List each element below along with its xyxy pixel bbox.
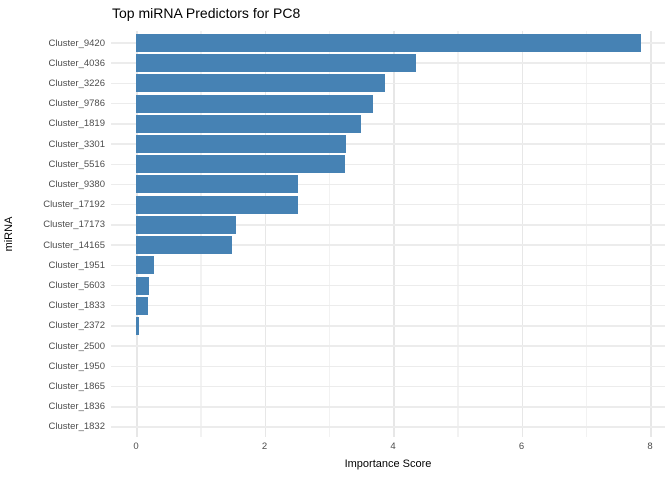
y-tick-label: Cluster_9420: [48, 37, 105, 49]
bar-Cluster_5603: [136, 276, 149, 295]
bar-Cluster_9380: [136, 175, 298, 194]
gridline-minor: [200, 31, 202, 437]
gridline-row: [111, 143, 665, 145]
gridline-minor: [328, 31, 331, 437]
gridline-row: [111, 406, 665, 408]
y-tick-label: Cluster_9786: [48, 98, 105, 110]
x-tick-label: 0: [133, 441, 139, 452]
bar-Cluster_3301: [136, 135, 347, 154]
bar-Cluster_14165: [136, 236, 232, 255]
gridline-row: [111, 82, 665, 85]
y-tick-label: Cluster_5603: [48, 280, 105, 292]
y-tick-label: Cluster_1819: [48, 118, 105, 130]
bar-Cluster_17173: [136, 215, 237, 234]
y-tick-label: Cluster_2500: [48, 340, 105, 352]
x-axis-title: Importance Score: [344, 458, 432, 470]
chart-title: Top miRNA Predictors for PC8: [112, 5, 301, 21]
gridline-row: [111, 244, 665, 246]
y-tick-label: Cluster_1951: [48, 259, 105, 271]
x-tick-label: 4: [390, 441, 396, 452]
gridline-row: [111, 304, 665, 307]
gridline-row: [111, 325, 665, 327]
y-tick-label: Cluster_1832: [48, 421, 105, 433]
x-tick-label: 6: [518, 441, 525, 452]
gridline-row: [111, 183, 665, 186]
y-tick-label: Cluster_17192: [43, 199, 105, 211]
gridline-row: [111, 426, 665, 428]
bar-Cluster_9420: [136, 34, 641, 52]
y-tick-label: Cluster_9380: [48, 178, 105, 190]
y-tick-label: Cluster_5516: [48, 158, 105, 170]
y-tick-label: Cluster_1865: [48, 381, 105, 393]
gridline-major: [393, 31, 395, 437]
bar-Cluster_5516: [136, 155, 345, 174]
bar-Cluster_1819: [136, 114, 361, 133]
gridline-row: [111, 264, 665, 267]
bar-Cluster_4036: [136, 54, 417, 73]
gridline-row: [111, 102, 665, 105]
y-tick-label: Cluster_4036: [48, 57, 105, 69]
gridline-minor: [457, 31, 459, 437]
plot-panel: [111, 31, 665, 437]
bar-Cluster_3226: [136, 74, 386, 93]
y-tick-label: Cluster_14165: [43, 239, 105, 251]
gridline-row: [111, 345, 665, 347]
x-tick-label: 2: [261, 441, 268, 452]
bar-Cluster_1951: [136, 256, 154, 275]
y-tick-label: Cluster_3226: [48, 77, 105, 89]
y-tick-label: Cluster_1950: [48, 360, 105, 372]
bar-Cluster_9786: [136, 94, 374, 113]
bar-Cluster_2372: [136, 316, 140, 335]
gridline-major: [650, 31, 652, 437]
y-tick-label: Cluster_1833: [48, 300, 105, 312]
y-tick-label: Cluster_3301: [48, 138, 105, 150]
y-tick-label: Cluster_2372: [48, 320, 105, 332]
gridline-row: [111, 163, 665, 165]
x-tick-label: 8: [647, 441, 653, 452]
gridline-major: [264, 31, 266, 437]
gridline-row: [111, 203, 665, 206]
gridline-major: [136, 31, 138, 437]
gridline-row: [111, 284, 665, 287]
gridline-major: [521, 31, 523, 437]
gridline-row: [111, 385, 665, 388]
y-tick-label: Cluster_17173: [43, 219, 105, 231]
gridline-minor: [585, 31, 588, 437]
gridline-row: [111, 123, 665, 125]
gridline-row: [111, 224, 665, 226]
y-tick-label: Cluster_1836: [48, 401, 105, 413]
gridline-row: [111, 365, 665, 368]
bar-Cluster_1833: [136, 296, 149, 315]
bar-Cluster_17192: [136, 195, 298, 214]
